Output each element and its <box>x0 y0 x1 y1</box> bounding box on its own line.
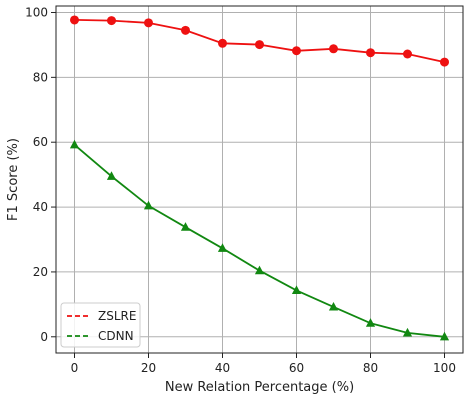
cdnn-point <box>291 285 302 295</box>
x-tick-label: 0 <box>71 361 79 375</box>
zslre-point <box>218 38 227 48</box>
x-tick-label: 60 <box>289 361 304 375</box>
y-tick-label: 60 <box>33 135 48 149</box>
grid-layer <box>56 6 463 353</box>
x-tick-label: 100 <box>433 361 456 375</box>
y-tick-label: 40 <box>33 200 48 214</box>
zslre-point <box>403 49 412 59</box>
cdnn-point <box>180 222 191 231</box>
cdnn-point <box>402 327 413 337</box>
cdnn-point <box>328 301 339 311</box>
zslre-legend-label: ZSLRE <box>98 309 136 323</box>
legend: ZSLRE CDNN <box>60 302 141 348</box>
series-layer <box>69 15 450 341</box>
cdnn-point <box>217 243 228 252</box>
y-tick-label: 20 <box>33 265 48 279</box>
cdnn-point <box>106 171 117 180</box>
zslre-point <box>329 44 338 54</box>
x-tick-label: 20 <box>141 361 156 375</box>
zslre-point <box>144 18 153 28</box>
zslre-point <box>292 46 301 56</box>
y-tick-label: 80 <box>33 70 48 84</box>
cdnn-legend-label: CDNN <box>98 329 134 343</box>
tick-layer: 0 20 40 60 80 100 0 20 40 60 80 100 <box>25 5 456 375</box>
zslre-point <box>107 16 116 26</box>
cdnn-point <box>254 265 265 275</box>
cdnn-point <box>143 200 154 210</box>
cdnn-point <box>439 331 450 341</box>
zslre-point <box>181 25 190 35</box>
zslre-point <box>70 15 79 25</box>
plot-frame <box>55 5 464 354</box>
y-tick-label: 100 <box>25 5 48 19</box>
x-tick-label: 40 <box>215 361 230 375</box>
y-axis-label: F1 Score (%) <box>6 138 21 221</box>
cdnn-point <box>69 139 80 149</box>
zslre-point <box>255 40 264 50</box>
zslre-point <box>440 57 449 67</box>
y-tick-label: 0 <box>40 330 48 344</box>
legend-box <box>60 302 141 348</box>
cdnn-point <box>365 318 376 327</box>
x-tick-label: 80 <box>363 361 378 375</box>
x-axis-label: New Relation Percentage (%) <box>165 380 354 395</box>
zslre-point <box>366 48 375 58</box>
